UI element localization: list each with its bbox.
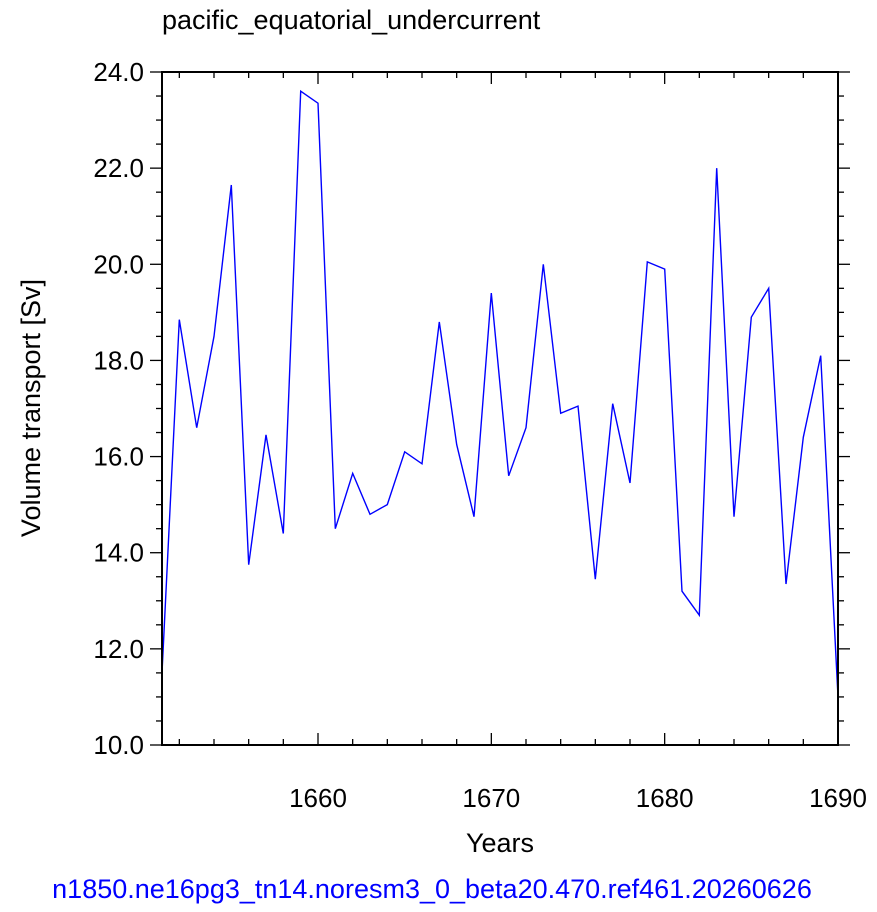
y-tick-label: 16.0 — [93, 442, 144, 472]
footer-label: n1850.ne16pg3_tn14.noresm3_0_beta20.470.… — [52, 874, 812, 904]
x-tick-label: 1680 — [636, 783, 694, 813]
y-tick-label: 18.0 — [93, 345, 144, 375]
x-tick-label: 1670 — [462, 783, 520, 813]
x-tick-label: 1660 — [289, 783, 347, 813]
x-axis-label: Years — [466, 828, 534, 858]
y-tick-label: 10.0 — [93, 730, 144, 760]
y-tick-label: 12.0 — [93, 634, 144, 664]
plot-frame — [161, 71, 839, 746]
y-tick-label: 22.0 — [93, 153, 144, 183]
chart-title: pacific_equatorial_undercurrent — [162, 5, 541, 35]
y-tick-label: 14.0 — [93, 538, 144, 568]
y-tick-label: 24.0 — [93, 57, 144, 87]
series-line — [161, 89, 839, 697]
axis-ticks — [150, 71, 850, 746]
y-tick-label: 20.0 — [93, 249, 144, 279]
y-axis-label: Volume transport [Sv] — [16, 279, 46, 537]
tick-labels: 1660 1670 1680 1690 10.0 12.0 14.0 16.0 18.0 20.0… — [93, 57, 867, 813]
x-tick-label: 1690 — [809, 783, 867, 813]
